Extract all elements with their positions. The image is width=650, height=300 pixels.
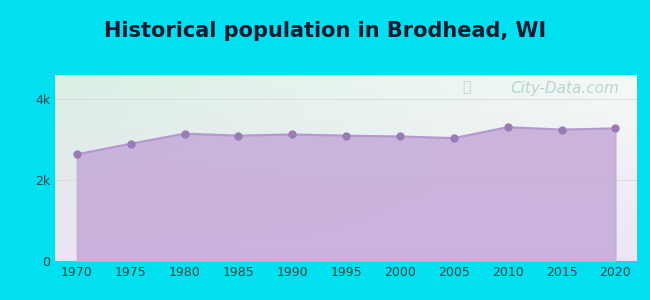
Point [287, 132, 298, 137]
Text: City-Data.com: City-Data.com [511, 81, 619, 96]
Point [341, 133, 351, 138]
Point [502, 125, 513, 130]
Text: Ⓜ: Ⓜ [462, 81, 471, 94]
Point [448, 136, 459, 140]
Point [233, 133, 244, 138]
Point [556, 127, 567, 132]
Point [125, 141, 136, 146]
Point [179, 131, 190, 136]
Point [72, 152, 82, 157]
Point [395, 134, 405, 139]
Text: Historical population in Brodhead, WI: Historical population in Brodhead, WI [104, 21, 546, 41]
Point [610, 126, 621, 131]
